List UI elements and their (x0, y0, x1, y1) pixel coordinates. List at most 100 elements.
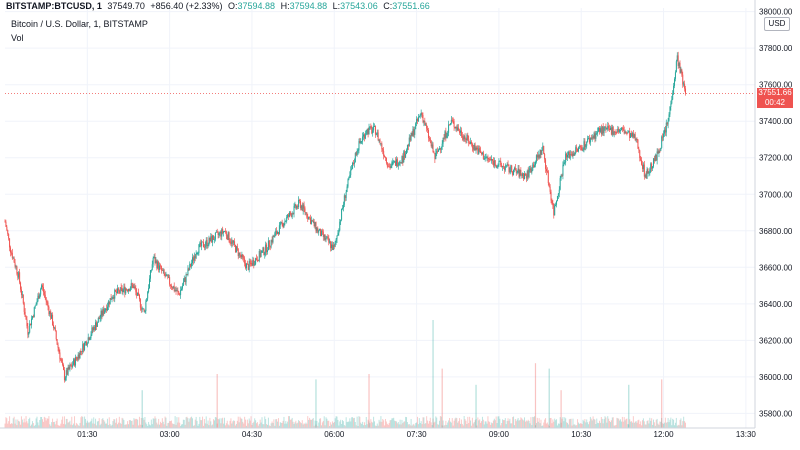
candle-body (593, 133, 595, 139)
currency-button[interactable]: USD (764, 17, 790, 31)
volume-bar (401, 419, 403, 428)
candle-body (561, 175, 563, 177)
y-tick-label: 37200.00 (759, 154, 793, 163)
volume-bar (91, 418, 93, 428)
volume-bar (378, 419, 380, 428)
candle-body (117, 288, 118, 293)
volume-bar (587, 422, 589, 428)
volume-bar (619, 420, 621, 428)
volume-bar (288, 416, 290, 428)
volume-bar (371, 421, 373, 428)
volume-bar (304, 424, 306, 428)
volume-bar (164, 416, 166, 428)
candle-body (552, 203, 554, 206)
candle-body (408, 137, 410, 147)
volume-bar (495, 416, 497, 428)
volume-bar (671, 425, 673, 428)
candle-body (357, 150, 359, 152)
volume-bar (68, 422, 70, 428)
candle-body (546, 171, 548, 172)
candle-body (160, 266, 162, 271)
candle-body (346, 186, 348, 192)
candle-body (599, 128, 601, 132)
volume-bar (118, 416, 120, 428)
candle-body (252, 260, 254, 266)
volume-bar (621, 416, 623, 428)
candle-body (308, 216, 310, 220)
volume-bar (273, 419, 275, 428)
candle-body (651, 163, 653, 169)
high-value: 37594.88 (289, 1, 328, 11)
volume-bar (355, 425, 357, 428)
volume-bar (427, 420, 429, 428)
candle-body (292, 213, 294, 215)
volume-bar (439, 416, 441, 428)
volume-bar (345, 417, 347, 428)
volume-bar (149, 425, 151, 428)
volume-bar (548, 425, 550, 428)
volume-bar (402, 423, 404, 428)
volume-bar (135, 418, 137, 428)
volume-bar (596, 418, 598, 428)
candle-body (646, 169, 648, 179)
candle-body (119, 287, 121, 293)
candle-body (539, 150, 541, 158)
candle-body (641, 160, 643, 165)
volume-bar (586, 419, 588, 428)
volume-bar (465, 420, 467, 428)
candle-body (675, 61, 677, 73)
candle-body (167, 274, 169, 278)
candle-body (328, 238, 330, 243)
volume-bar (157, 424, 159, 428)
candle-body (619, 130, 621, 132)
candle-body (141, 308, 143, 310)
candle-body (363, 134, 365, 139)
volume-bar (11, 423, 13, 428)
candle-body (509, 170, 511, 172)
y-tick-label: 38000.00 (759, 8, 793, 17)
candle-body (624, 131, 626, 134)
candle-body (460, 130, 462, 136)
volume-bar (5, 417, 7, 428)
volume-bar (460, 419, 462, 428)
volume-bar (409, 425, 411, 428)
volume-bar (588, 421, 590, 428)
volume-bar (368, 421, 370, 428)
candle-body (487, 156, 489, 159)
candle-body (495, 164, 497, 168)
candle-body (470, 141, 472, 144)
candle-body (496, 166, 498, 168)
volume-bar (487, 416, 489, 428)
candle-body (545, 168, 547, 172)
candle-body (661, 136, 663, 148)
volume-bar (324, 425, 326, 428)
volume-bar (330, 422, 332, 428)
volume-bar (563, 421, 565, 428)
candle-body (16, 266, 18, 274)
volume-bar (684, 421, 686, 428)
candle-body (138, 294, 140, 299)
candle-body (463, 136, 465, 140)
candle-body (407, 144, 409, 147)
volume-bar (198, 423, 200, 428)
volume-bar (615, 424, 617, 428)
y-tick-label: 36800.00 (759, 227, 793, 236)
candle-body (427, 129, 429, 138)
x-tick-label: 01:30 (77, 430, 98, 439)
volume-bar (152, 418, 154, 428)
candle-body (680, 69, 682, 73)
volume-bar (677, 424, 679, 428)
candle-body (348, 176, 350, 180)
candlesticks (4, 51, 686, 383)
volume-spike (315, 379, 317, 428)
volume-bar (515, 421, 517, 428)
candle-body (359, 141, 361, 144)
candle-body (282, 222, 284, 227)
candle-body (682, 74, 684, 85)
volume-bar (86, 420, 88, 428)
candle-body (41, 285, 43, 290)
candle-body (73, 359, 75, 365)
volume-bar (296, 423, 298, 428)
volume-bar (229, 420, 231, 428)
